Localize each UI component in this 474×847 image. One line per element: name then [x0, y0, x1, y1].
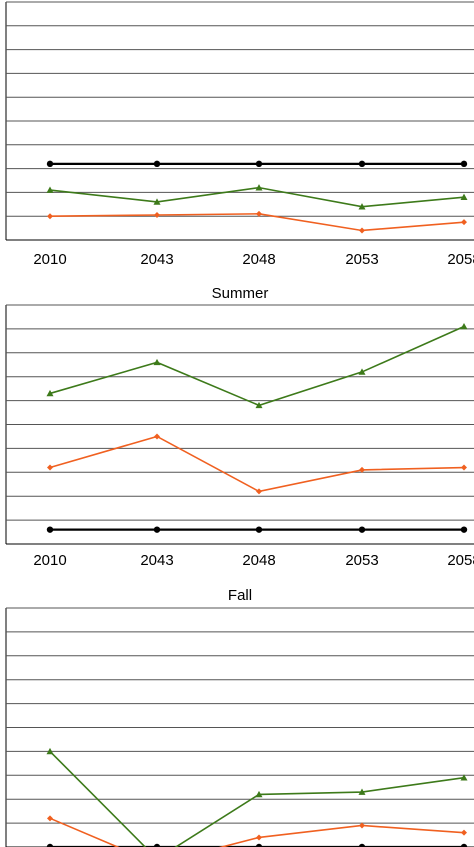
data-point-1-2-4	[461, 464, 467, 471]
x-tick-label-0-0: 2010	[33, 251, 66, 268]
x-tick-label-1-2: 2048	[242, 552, 275, 569]
data-point-0-0-0	[46, 160, 54, 168]
x-tick-label-1-1: 2043	[140, 552, 173, 569]
data-point-0-2-0	[47, 213, 53, 220]
data-point-0-1-1	[153, 198, 161, 205]
data-point-0-1-2	[255, 184, 263, 191]
data-point-2-0-4	[460, 843, 468, 847]
x-tick-label-0-3: 2053	[345, 251, 378, 268]
data-point-1-1-3	[358, 368, 366, 375]
data-point-1-0-1	[153, 526, 161, 533]
data-point-2-2-3	[359, 822, 365, 829]
data-point-1-0-2	[255, 526, 263, 533]
data-point-0-0-1	[153, 160, 161, 168]
data-point-0-1-3	[358, 203, 366, 210]
x-tick-label-1-4: 2058	[447, 552, 474, 569]
data-point-1-1-4	[460, 323, 468, 330]
data-point-0-1-4	[460, 193, 468, 200]
data-point-2-0-0	[46, 843, 54, 847]
data-point-0-2-2	[256, 210, 262, 217]
data-point-1-1-2	[255, 401, 263, 409]
x-tick-label-0-2: 2048	[242, 251, 275, 268]
data-point-1-1-1	[153, 358, 161, 366]
data-point-0-2-3	[359, 227, 365, 234]
data-point-2-0-2	[255, 843, 263, 847]
data-point-2-2-2	[256, 834, 262, 841]
data-point-1-0-0	[46, 526, 54, 533]
data-point-0-0-4	[460, 160, 468, 168]
data-point-2-2-4	[461, 829, 467, 836]
data-point-1-2-1	[154, 433, 160, 440]
data-point-2-1-0	[46, 747, 54, 755]
data-point-2-1-4	[460, 774, 468, 781]
data-point-0-0-2	[255, 160, 263, 168]
data-point-0-0-3	[358, 160, 366, 168]
data-point-1-2-0	[47, 464, 53, 471]
data-point-2-1-3	[358, 788, 366, 795]
chart-title-2: Fall	[228, 587, 252, 604]
x-tick-label-0-4: 2058	[447, 251, 474, 268]
series-line-0-1	[49, 186, 465, 208]
data-point-2-0-3	[358, 843, 366, 847]
series-line-1-1	[49, 325, 465, 407]
data-point-1-2-3	[359, 466, 365, 473]
x-tick-label-0-1: 2043	[140, 251, 173, 268]
data-point-0-1-0	[46, 186, 54, 193]
data-point-0-2-1	[154, 212, 160, 219]
data-point-2-0-1	[153, 843, 161, 847]
data-point-0-2-4	[461, 219, 467, 226]
x-tick-label-1-3: 2053	[345, 552, 378, 569]
data-point-1-2-2	[256, 488, 262, 495]
data-point-1-1-0	[46, 389, 54, 397]
data-point-2-1-2	[255, 790, 263, 798]
data-point-1-0-3	[358, 526, 366, 533]
chart-title-1: Summer	[212, 285, 269, 302]
x-tick-label-1-0: 2010	[33, 552, 66, 569]
data-point-2-2-0	[47, 815, 53, 822]
series-line-1-2	[49, 435, 465, 493]
data-point-1-0-4	[460, 526, 468, 533]
